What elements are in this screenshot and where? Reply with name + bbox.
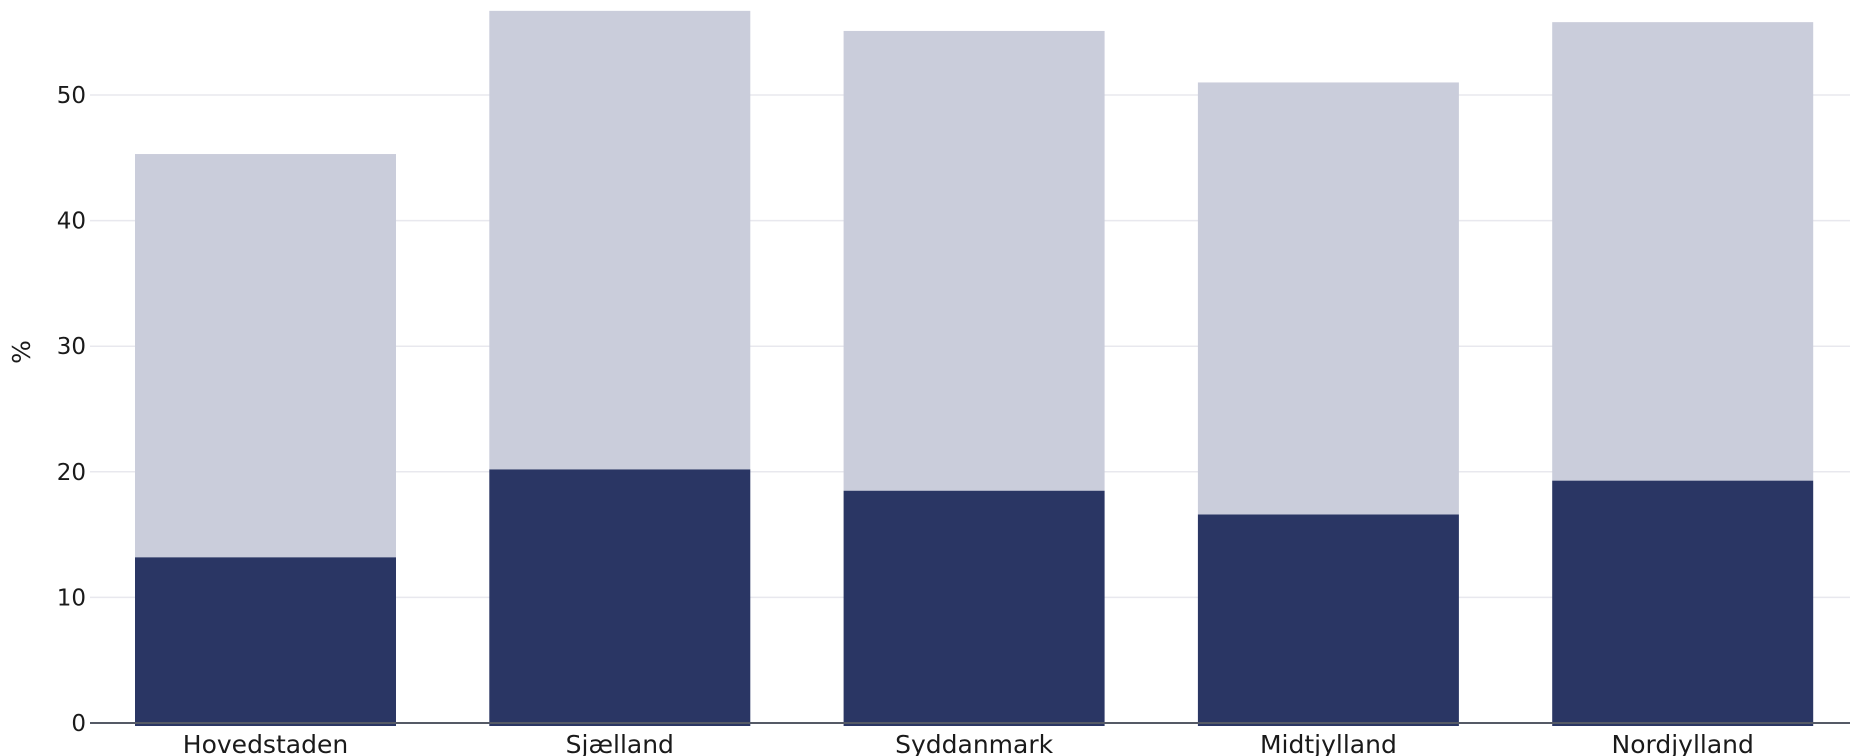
bar-segment-upper-4	[1552, 22, 1814, 481]
bar-segment-lower-3	[1197, 514, 1459, 726]
axes: 0 10 20 30 40 50 Hovedstaden Sjælland Syddanmark…	[57, 83, 1850, 756]
y-tick-label: 50	[57, 83, 86, 109]
y-tick-label: 10	[57, 585, 86, 611]
x-tick-label: Sjælland	[566, 730, 674, 756]
y-tick-label: 40	[57, 209, 86, 235]
y-tick-label: 30	[57, 334, 86, 360]
y-tick-label: 0	[71, 711, 86, 737]
bar-segment-lower-4	[1552, 480, 1814, 726]
x-tick-label: Nordjylland	[1612, 730, 1754, 756]
x-tick-label: Syddanmark	[895, 730, 1054, 756]
y-axis-title: %	[7, 340, 36, 364]
bars	[135, 10, 1814, 726]
bar-segment-lower-2	[843, 490, 1105, 726]
bar-segment-upper-2	[843, 30, 1105, 491]
bar-segment-upper-1	[489, 10, 751, 470]
x-tick-label: Hovedstaden	[183, 730, 348, 756]
bar-segment-lower-0	[135, 557, 396, 726]
bar-segment-upper-3	[1197, 82, 1459, 515]
bar-segment-upper-0	[135, 154, 396, 558]
y-tick-label: 20	[57, 460, 86, 486]
bar-segment-lower-1	[489, 469, 751, 726]
x-tick-label: Midtjylland	[1260, 730, 1397, 756]
